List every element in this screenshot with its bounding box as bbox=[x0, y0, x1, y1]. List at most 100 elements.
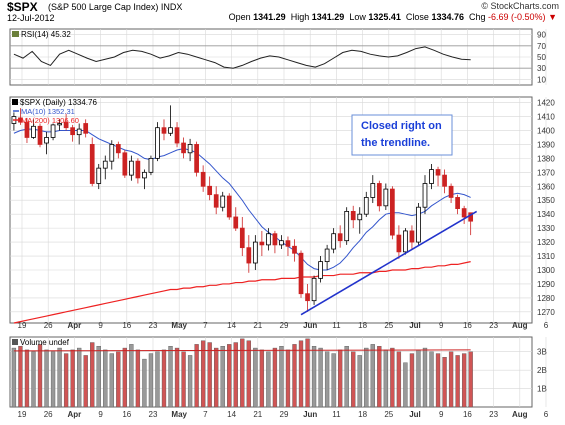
price-tick-label: 1410 bbox=[537, 113, 555, 122]
volume-bar bbox=[461, 353, 467, 408]
volume-bar bbox=[220, 346, 225, 408]
x-tick-label: 29 bbox=[280, 321, 289, 330]
candle-body bbox=[376, 183, 382, 207]
candle-body bbox=[318, 261, 323, 279]
x-tick-label: Aug bbox=[512, 321, 528, 330]
ma200-line bbox=[13, 261, 471, 324]
volume-bar bbox=[468, 351, 473, 408]
candle-body bbox=[429, 169, 434, 184]
volume-bar bbox=[90, 342, 95, 408]
candle-body bbox=[461, 208, 467, 218]
candle-body bbox=[129, 160, 134, 176]
rsi-line bbox=[13, 46, 471, 69]
candle-body bbox=[122, 152, 128, 176]
annotation-line-1: Closed right on bbox=[361, 120, 442, 132]
candle-body bbox=[279, 240, 284, 246]
candle-body bbox=[285, 240, 291, 247]
candle-body bbox=[448, 185, 454, 198]
volume-bar bbox=[109, 353, 114, 408]
candle-body bbox=[44, 137, 49, 144]
x-tick-label: Apr bbox=[68, 410, 82, 419]
volume-bar bbox=[37, 344, 43, 408]
volume-legend-swatch bbox=[12, 339, 18, 345]
volume-bar bbox=[129, 344, 134, 408]
x-tick-label: 9 bbox=[98, 321, 103, 330]
candle-body bbox=[383, 188, 389, 207]
candle-body bbox=[266, 233, 271, 246]
candle-body bbox=[161, 127, 167, 134]
x-tick-label: 14 bbox=[227, 410, 236, 419]
volume-bar bbox=[44, 349, 49, 408]
x-tick-label: 19 bbox=[18, 410, 27, 419]
x-tick-label: May bbox=[171, 410, 187, 419]
volume-bar bbox=[181, 351, 186, 408]
volume-label: Volume undef bbox=[20, 338, 70, 347]
x-tick-label: 11 bbox=[332, 410, 341, 419]
volume-bar bbox=[403, 362, 408, 408]
candle-body bbox=[331, 233, 336, 250]
volume-bar bbox=[246, 340, 251, 408]
candle-body bbox=[324, 248, 330, 263]
candle-body bbox=[337, 233, 343, 242]
volume-bar bbox=[324, 351, 330, 408]
volume-bar bbox=[122, 347, 127, 408]
candle-body bbox=[89, 144, 95, 184]
volume-bar bbox=[416, 349, 421, 408]
volume-bar bbox=[11, 347, 17, 408]
price-tick-label: 1310 bbox=[537, 252, 555, 261]
price-legend-swatch bbox=[12, 99, 18, 105]
volume-bar bbox=[396, 351, 402, 408]
x-tick-label: 23 bbox=[489, 321, 498, 330]
candle-body bbox=[96, 167, 102, 184]
price-tick-label: 1350 bbox=[537, 196, 555, 205]
volume-bar bbox=[351, 351, 356, 408]
volume-tick-label: 1B bbox=[537, 385, 547, 394]
candle-body bbox=[409, 230, 415, 243]
candle-body bbox=[252, 241, 258, 264]
volume-bar bbox=[311, 346, 317, 408]
volume-bar bbox=[187, 355, 193, 408]
price-label: $SPX (Daily) 1334.76 bbox=[20, 98, 97, 107]
x-tick-label: 25 bbox=[384, 410, 393, 419]
x-tick-label: 16 bbox=[463, 410, 472, 419]
price-tick-label: 1270 bbox=[537, 308, 555, 317]
volume-bar bbox=[409, 353, 415, 408]
trendline bbox=[300, 210, 478, 316]
x-tick-label: Jun bbox=[303, 410, 317, 419]
candle-body bbox=[155, 127, 160, 159]
volume-bar bbox=[285, 349, 291, 408]
volume-bar bbox=[50, 351, 56, 408]
volume-bar bbox=[442, 357, 447, 408]
price-tick-label: 1400 bbox=[537, 126, 555, 135]
volume-ma-line bbox=[13, 349, 471, 352]
volume-bar bbox=[266, 351, 271, 408]
site-credit: © StockCharts.com bbox=[481, 1, 559, 11]
annotation-line-2: the trendline. bbox=[361, 137, 430, 149]
x-tick-label: 23 bbox=[489, 410, 498, 419]
volume-bar bbox=[455, 355, 460, 408]
volume-bar bbox=[279, 346, 284, 408]
volume-bar bbox=[116, 351, 121, 408]
rsi-tick-label: 50 bbox=[537, 53, 546, 62]
volume-bar bbox=[305, 338, 310, 408]
x-tick-label: 6 bbox=[544, 321, 549, 330]
volume-bar bbox=[331, 353, 336, 408]
x-tick-label: 16 bbox=[463, 321, 472, 330]
price-tick-label: 1330 bbox=[537, 224, 555, 233]
x-tick-label: Jul bbox=[409, 410, 421, 419]
volume-bar bbox=[96, 346, 101, 408]
candle-body bbox=[76, 128, 82, 136]
x-tick-label: Jul bbox=[409, 321, 421, 330]
price-tick-label: 1420 bbox=[537, 99, 555, 108]
price-tick-label: 1320 bbox=[537, 238, 555, 247]
volume-bar bbox=[390, 347, 395, 408]
volume-bar bbox=[318, 347, 323, 408]
candle-body bbox=[455, 197, 460, 210]
candle-body bbox=[305, 293, 310, 302]
price-tick-label: 1370 bbox=[537, 168, 555, 177]
volume-bar bbox=[370, 344, 375, 408]
x-tick-label: 9 bbox=[98, 410, 103, 419]
candle-body bbox=[259, 241, 265, 246]
candle-body bbox=[390, 188, 395, 236]
